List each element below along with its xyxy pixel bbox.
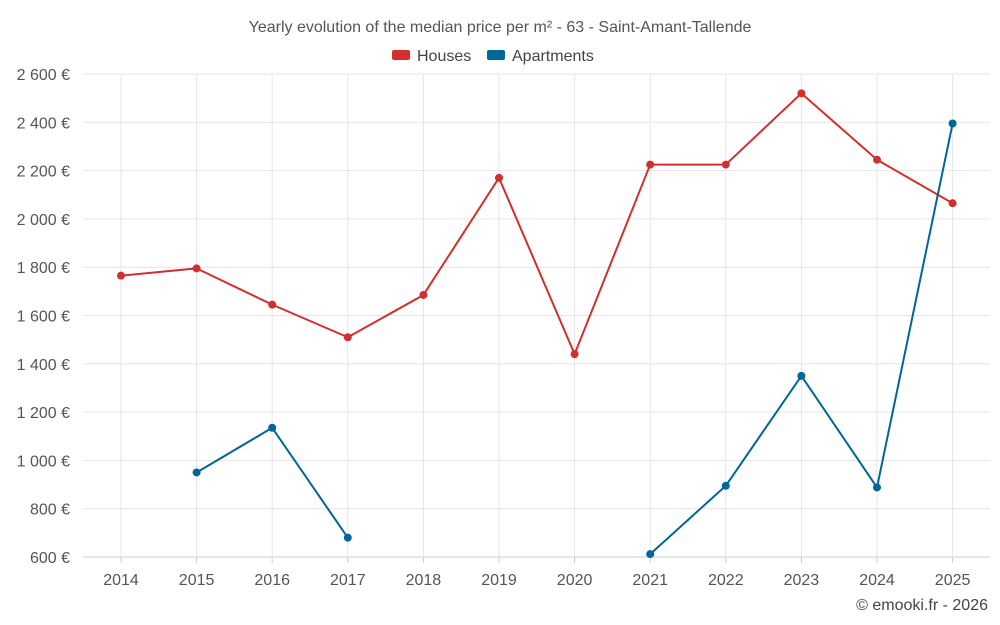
apartments-data-point xyxy=(192,468,201,477)
houses-legend-swatch xyxy=(392,50,410,60)
houses-data-point xyxy=(948,199,957,208)
apartments-data-point xyxy=(873,483,881,492)
x-tick-label: 2022 xyxy=(708,572,744,589)
grid xyxy=(83,73,990,563)
x-tick-label: 2014 xyxy=(103,572,139,589)
y-tick-label: 1 200 € xyxy=(17,405,70,422)
houses-series-line xyxy=(120,92,954,356)
y-tick-label: 2 400 € xyxy=(17,115,70,132)
x-tick-label: 2021 xyxy=(632,572,668,589)
x-tick-label: 2016 xyxy=(254,572,290,589)
y-tick-label: 2 600 € xyxy=(17,67,70,84)
y-tick-label: 1 000 € xyxy=(17,453,70,470)
y-tick-label: 1 400 € xyxy=(17,357,70,374)
x-tick-label: 2023 xyxy=(784,572,820,589)
houses-legend-label: Houses xyxy=(417,48,471,65)
apartments-legend-swatch xyxy=(487,50,505,60)
series-layer xyxy=(117,89,957,559)
x-tick-label: 2015 xyxy=(179,572,215,589)
apartments-data-point xyxy=(948,119,957,128)
houses-data-point xyxy=(117,271,125,280)
houses-data-point xyxy=(797,89,806,98)
houses-data-point xyxy=(873,155,881,164)
apartments-data-point xyxy=(797,371,806,380)
credit-text: © emooki.fr - 2026 xyxy=(856,597,988,614)
y-tick-label: 2 200 € xyxy=(17,164,70,181)
x-tick-label: 2024 xyxy=(859,572,895,589)
x-tick-label: 2019 xyxy=(481,572,517,589)
apartments-data-point xyxy=(721,481,730,490)
houses-data-point xyxy=(721,160,730,169)
y-tick-label: 1 800 € xyxy=(17,260,70,277)
x-tick-label: 2025 xyxy=(935,572,971,589)
y-tick-label: 800 € xyxy=(30,502,70,519)
x-tick-label: 2017 xyxy=(330,572,366,589)
legend: Houses Apartments xyxy=(392,48,594,65)
x-tick-label: 2020 xyxy=(557,572,593,589)
houses-data-point xyxy=(343,333,352,342)
x-tick-label: 2018 xyxy=(406,572,442,589)
houses-data-point xyxy=(192,264,201,273)
houses-data-point xyxy=(495,173,503,182)
houses-data-point xyxy=(268,300,277,309)
apartments-data-point xyxy=(343,533,352,542)
apartments-data-point xyxy=(646,550,655,559)
houses-data-point xyxy=(419,290,428,299)
houses-data-point xyxy=(646,160,655,169)
apartments-legend-label: Apartments xyxy=(512,48,594,65)
x-axis: 2014 2015 2016 2017 2018 2019 2020 2021 2022 2023… xyxy=(103,572,970,589)
y-tick-label: 1 600 € xyxy=(17,309,70,326)
y-tick-label: 600 € xyxy=(30,550,70,567)
y-tick-label: 2 000 € xyxy=(17,212,70,229)
apartments-data-point xyxy=(268,423,277,432)
houses-data-point xyxy=(570,350,579,359)
y-axis: 600 € 800 € 1 000 € 1 200 € 1 400 € 1 600 € 1 … xyxy=(17,67,70,567)
chart-title: Yearly evolution of the median price per… xyxy=(249,19,752,36)
